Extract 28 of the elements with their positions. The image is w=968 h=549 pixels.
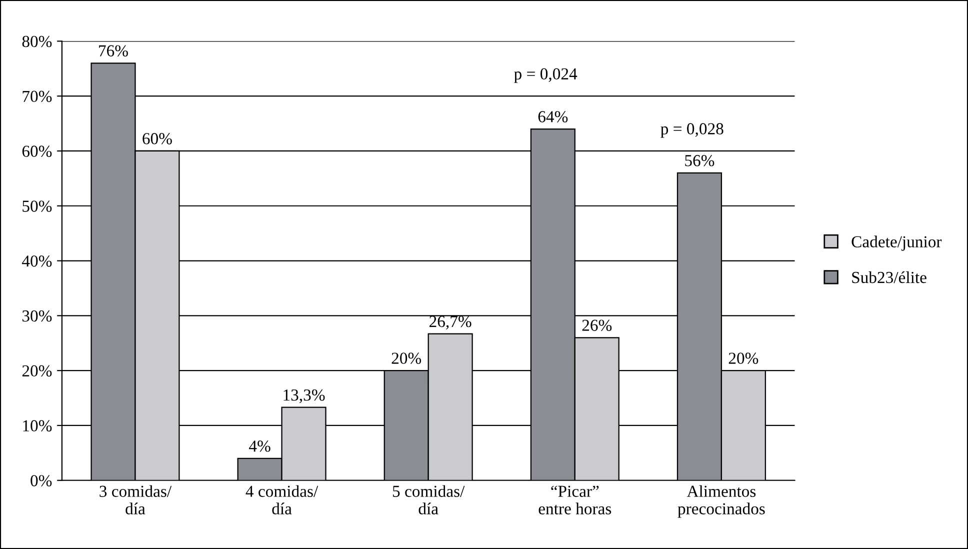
x-tick-label: Alimentos precocinados (678, 485, 765, 518)
data-label: 20% (392, 352, 422, 364)
data-label: 56% (685, 155, 714, 166)
data-label: 13,3% (284, 389, 325, 404)
annotation: p = 0,028 (660, 123, 724, 138)
data-label: 26,7% (430, 316, 472, 330)
x-tick-label: 3 comidas/ día (100, 485, 172, 514)
y-tick-label: 60% (22, 146, 52, 157)
y-tick-label: 50% (22, 200, 52, 212)
y-tick-label: 30% (22, 310, 52, 322)
data-label: 64% (538, 111, 568, 122)
x-tick-label: 4 comidas/ día (246, 485, 318, 514)
y-tick-label: 0% (30, 475, 52, 486)
y-tick-label: 20% (22, 365, 52, 377)
data-label: 20% (728, 352, 758, 364)
y-tick-label: 10% (23, 420, 52, 432)
x-tick-label: 5 comidas/ día (392, 485, 465, 514)
legend-label: Cadete/junior (852, 236, 942, 251)
data-label: 76% (99, 45, 128, 57)
legend-label: Sub23/élite (852, 271, 926, 284)
y-tick-label: 80% (22, 36, 52, 48)
data-label: 4% (249, 440, 270, 452)
y-tick-label: 70% (22, 90, 52, 102)
annotation: p = 0,024 (514, 68, 578, 83)
x-tick-label: “Picar” entre horas (538, 486, 612, 514)
data-label: 26% (582, 320, 612, 332)
data-label: 60% (142, 133, 172, 144)
y-tick-label: 40% (22, 255, 52, 267)
